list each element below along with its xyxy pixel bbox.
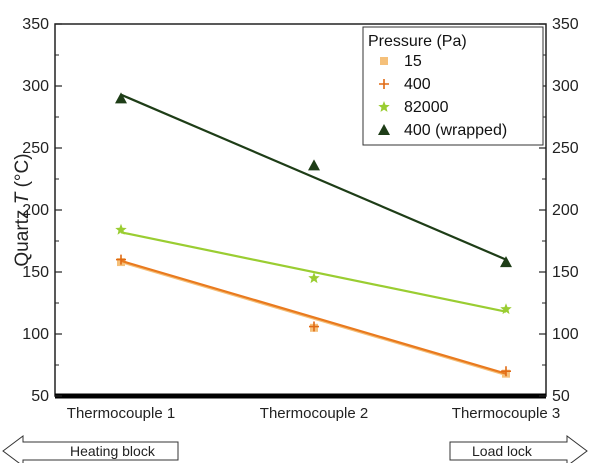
y-tick-label-left: 100 <box>22 326 49 343</box>
right-arrow-label: Load lock <box>472 443 533 459</box>
data-point <box>309 321 319 332</box>
data-point <box>501 366 511 377</box>
y-tick-label-left: 250 <box>22 140 49 157</box>
data-point <box>116 254 126 265</box>
legend-marker <box>378 124 390 135</box>
data-point <box>500 256 512 268</box>
legend-entry: 400 (wrapped) <box>404 122 507 139</box>
y-tick-label-right: 100 <box>552 326 579 343</box>
y-tick-label-right: 250 <box>552 140 579 157</box>
right-arrow-shape <box>449 435 588 463</box>
data-point <box>115 223 127 235</box>
left-arrow-shape <box>2 435 179 463</box>
y-tick-label-left: 50 <box>31 388 49 405</box>
legend-marker <box>378 101 390 112</box>
legend-entry: 400 <box>404 76 431 93</box>
y-tick-label-right: 200 <box>552 202 579 219</box>
y-tick-label-right: 150 <box>552 264 579 281</box>
left-arrow-label: Heating block <box>70 443 156 459</box>
series-fit-line <box>120 261 507 376</box>
series-fit-line <box>120 259 507 375</box>
data-point <box>115 92 127 104</box>
data-point <box>308 159 320 171</box>
y-tick-label-left: 200 <box>22 202 49 219</box>
series-1 <box>116 254 511 377</box>
x-tick-label: Thermocouple 2 <box>260 405 368 422</box>
y-tick-label-left: 150 <box>22 264 49 281</box>
series-fit-line <box>120 231 507 313</box>
x-tick-label: Thermocouple 1 <box>67 405 175 422</box>
legend-marker <box>379 79 389 89</box>
y-tick-label-right: 50 <box>552 388 570 405</box>
series-fit-line <box>120 93 507 261</box>
y-tick-label-left: 350 <box>22 16 49 33</box>
series-3 <box>115 92 512 268</box>
legend-entry: 82000 <box>404 99 449 116</box>
legend-marker <box>380 57 388 65</box>
y-axis-title: Quartz T (°C) <box>12 153 33 266</box>
legend-box <box>362 26 544 146</box>
data-point <box>308 272 320 284</box>
y-tick-label-right: 350 <box>552 16 579 33</box>
series-2 <box>115 223 512 315</box>
legend: Pressure (Pa) 15 400 82000 400 (wrapped) <box>362 26 544 146</box>
y-tick-label-right: 300 <box>552 78 579 95</box>
legend-title: Pressure (Pa) <box>368 33 467 50</box>
data-point <box>500 303 512 315</box>
x-tick-label: Thermocouple 3 <box>452 405 560 422</box>
legend-entry: 15 <box>404 53 422 70</box>
y-tick-label-left: 300 <box>22 78 49 95</box>
